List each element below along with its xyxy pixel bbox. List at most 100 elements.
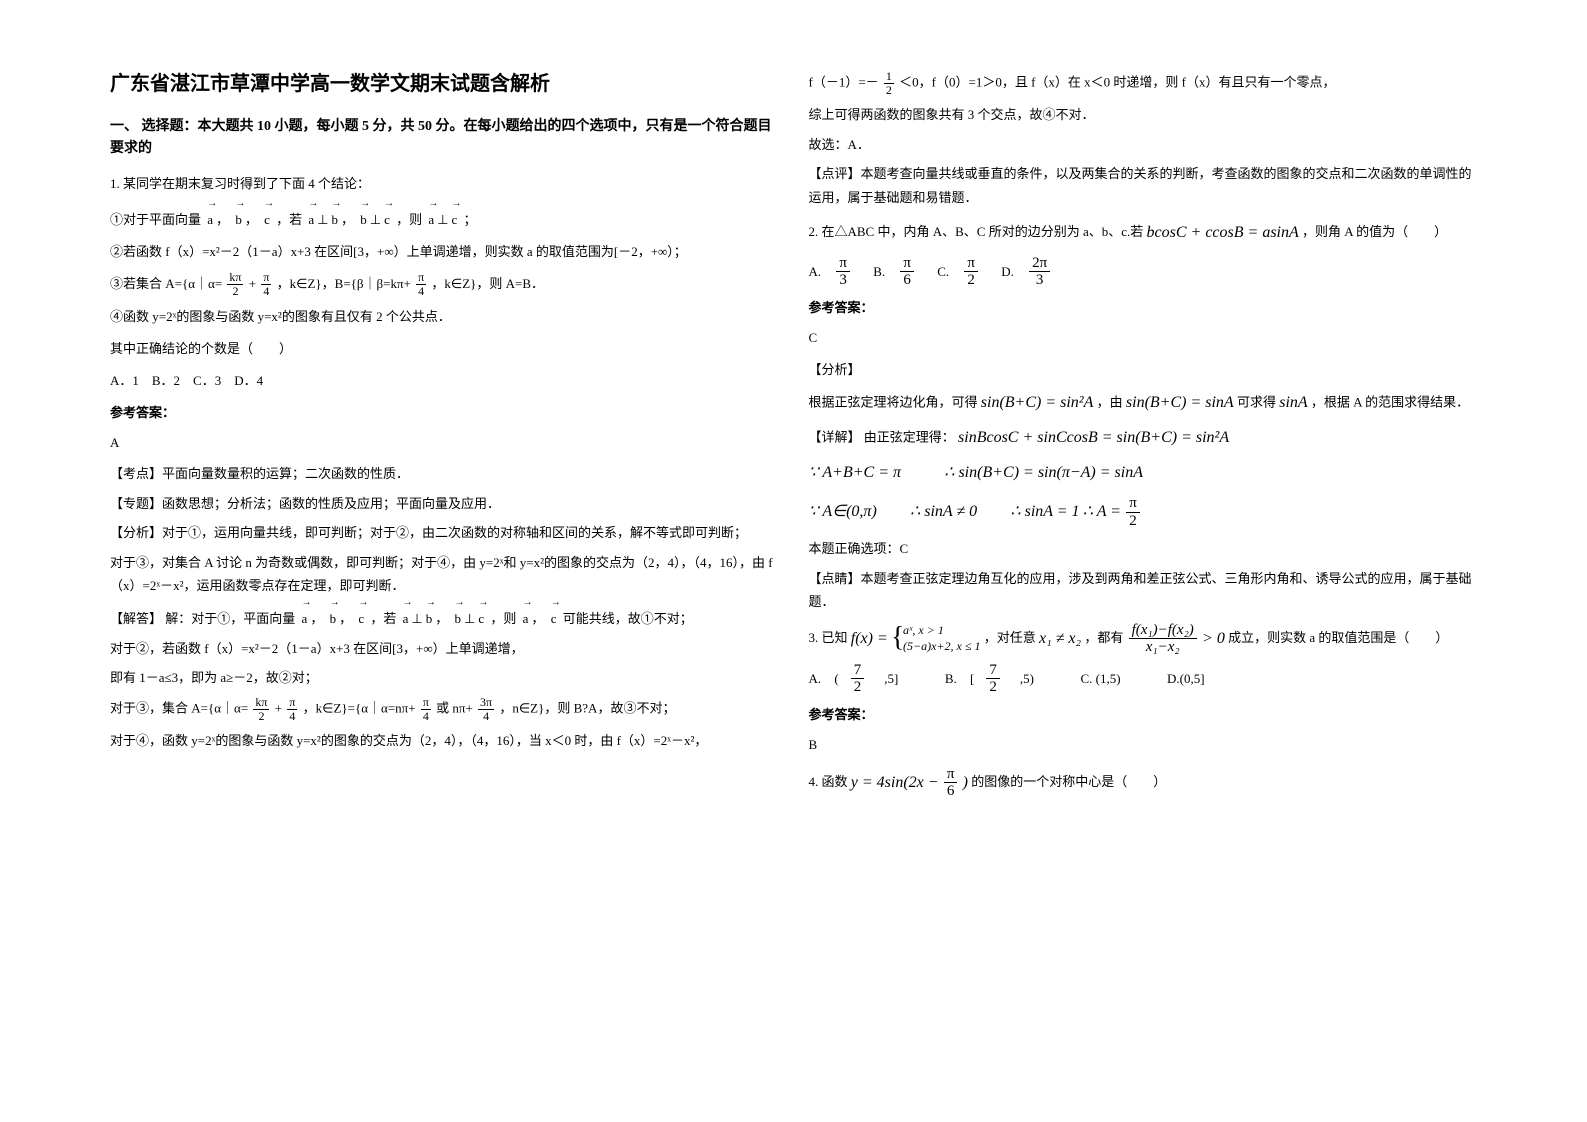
text: 本题考查向量共线或垂直的条件，以及两集合的关系的判断，考查函数的图象的交点和二次… xyxy=(809,166,1472,204)
neq: x₁ ≠ x₂ xyxy=(1039,623,1081,655)
fraction: π4 xyxy=(421,696,431,723)
option-d-label: D. xyxy=(1001,259,1014,285)
q2-xiangjie-3: ∵ A∈(0,π) ∴ sinA ≠ 0 ∴ sinA = 1 ∴ A = π2 xyxy=(809,495,1478,529)
option-b-value: π6 xyxy=(900,255,924,289)
equation: sinA xyxy=(1279,389,1307,418)
text: ，由 xyxy=(1097,394,1123,409)
text: ，k∈Z}={α｜α=nπ+ xyxy=(303,700,416,715)
numerator: π xyxy=(416,271,426,285)
vector-b: b xyxy=(426,603,433,630)
vector-c: c xyxy=(264,203,270,233)
denominator: 4 xyxy=(421,710,431,723)
q3-answer: B xyxy=(809,732,1478,758)
text: ，k∈Z}，B={β｜β=kπ+ xyxy=(277,276,411,291)
equation: bcosC + ccosB = asinA xyxy=(1147,217,1299,249)
q1-answer: A xyxy=(110,430,779,456)
option-c-value: π2 xyxy=(964,255,988,289)
equation: ∴ A = xyxy=(1083,498,1121,527)
denominator: 4 xyxy=(287,710,297,723)
numerator: 3π xyxy=(478,696,494,710)
option-a-frac: 72 xyxy=(851,662,875,696)
text: 4. 函数 xyxy=(809,773,848,788)
text: 2. 在△ABC 中，内角 A、B、C 所对的边分别为 a、b、c.若 xyxy=(809,224,1144,239)
q1-fenxi-2: 对于③，对集合 A 讨论 n 为奇数或偶数，即可判断；对于④，由 y=2ˣ和 y… xyxy=(110,551,779,598)
denominator: 2 xyxy=(253,710,269,723)
text: 可能共线，故①不对； xyxy=(563,611,693,626)
q2-xiangjie-2: ∵ A+B+C = π ∴ sin(B+C) = sin(π−A) = sinA xyxy=(809,459,1478,488)
q1-ask: 其中正确结论的个数是（ ） xyxy=(110,336,779,362)
q3-options: A. (72,5] B. [72,5) C. (1,5) D.(0,5] xyxy=(809,662,1478,696)
option-a-label: A. xyxy=(809,666,822,692)
denominator: 4 xyxy=(261,285,271,298)
q1-conclusion-1: ①对于平面向量 a， b， c ，若 a⊥b， b⊥c ，则 a⊥c ； xyxy=(110,203,779,233)
q1-dianping: 【点评】本题考查向量共线或垂直的条件，以及两集合的关系的判断，考查函数的图象的交… xyxy=(809,162,1478,209)
numerator: 7 xyxy=(986,662,1000,680)
option-a-open: ( xyxy=(834,666,838,692)
denominator: 3 xyxy=(1029,272,1050,289)
equation: ∵ A∈(0,π) xyxy=(809,498,877,527)
label: 【点评】 xyxy=(809,166,861,181)
gt-zero: > 0 xyxy=(1202,623,1225,655)
vector-b: b xyxy=(455,603,462,630)
q1-jieda-3: 即有 1－a≤3，即为 a≥－2，故②对； xyxy=(110,666,779,689)
section-header: 一、 选择题：本大题共 10 小题，每小题 5 分，共 50 分。在每小题给出的… xyxy=(110,116,779,161)
diff-quotient: f(x₁)−f(x₂)x₁−x₂ xyxy=(1129,622,1197,656)
vector-a: a xyxy=(308,203,314,233)
equation: ∵ A+B+C = π xyxy=(809,459,902,488)
numerator: π xyxy=(421,696,431,710)
text: ＜0，f（0）=1＞0，且 f（x）在 x＜0 时递增，则 f（x）有且只有一个… xyxy=(899,75,1335,90)
text: ，则 xyxy=(490,611,516,626)
q2-stem: 2. 在△ABC 中，内角 A、B、C 所对的边分别为 a、b、c.若 bcos… xyxy=(809,217,1478,249)
option-a-label: A. xyxy=(809,259,822,285)
text: 本题考查正弦定理边角互化的应用，涉及到两角和差正弦公式、三角形内角和、诱导公式的… xyxy=(809,571,1472,609)
fraction: 3π4 xyxy=(478,696,494,723)
vector-a: a xyxy=(523,603,529,630)
vector-a: a xyxy=(403,603,409,630)
denominator: 3 xyxy=(836,272,850,289)
equation: ∴ sin(B+C) = sin(π−A) = sinA xyxy=(944,459,1143,488)
denominator: 4 xyxy=(416,285,426,298)
equation: sin(B+C) = sin²A xyxy=(981,389,1094,418)
numerator: π xyxy=(261,271,271,285)
option-c-label: C. xyxy=(937,259,949,285)
vector-b: b xyxy=(331,203,338,233)
q1-options: A．1 B．2 C．3 D．4 xyxy=(110,368,779,394)
text: 函数思想；分析法；函数的性质及应用；平面向量及应用． xyxy=(162,496,500,511)
label: 【分析】 xyxy=(110,525,162,540)
text: 由正弦定理得： xyxy=(864,429,955,444)
denominator: 2 xyxy=(986,679,1000,696)
option-b-label: B. xyxy=(873,259,885,285)
denominator: 2 xyxy=(227,285,243,298)
label: 【点睛】 xyxy=(809,571,861,586)
label: 【考点】 xyxy=(110,466,162,481)
q2-answer: C xyxy=(809,325,1478,351)
vector-a: a xyxy=(428,203,434,233)
case-2: (5−a)x+2, x ≤ 1 xyxy=(903,639,980,655)
text: ，若 xyxy=(370,611,396,626)
option-c: C. (1,5) xyxy=(1080,666,1120,692)
denominator: 2 xyxy=(884,84,894,97)
text: 对于①，运用向量共线，即可判断；对于②，由二次函数的对称轴和区间的关系，解不等式… xyxy=(162,525,747,540)
fraction: π6 xyxy=(944,766,958,800)
equation-pre: y = 4sin(2x − xyxy=(851,767,939,799)
text: 可求得 xyxy=(1237,394,1276,409)
fraction: kπ2 xyxy=(227,271,243,298)
answer-label: 参考答案： xyxy=(809,295,1478,321)
text: 平面向量数量积的运算；二次函数的性质． xyxy=(162,466,409,481)
text: 或 nπ+ xyxy=(436,700,473,715)
q3-stem: 3. 已知 f(x) = aˣ, x > 1 (5−a)x+2, x ≤ 1 ，… xyxy=(809,622,1478,656)
denominator: 2 xyxy=(964,272,978,289)
vector-a: a xyxy=(207,203,213,233)
vector-b: b xyxy=(235,203,242,233)
option-a-value: π3 xyxy=(836,255,860,289)
case-1: aˣ, x > 1 xyxy=(903,623,980,639)
option-b-open: [ xyxy=(970,666,974,692)
numerator: π xyxy=(1126,495,1140,513)
text: 的图像的一个对称中心是（ ） xyxy=(971,773,1166,788)
q1-conclusion-2: ②若函数 f（x）=x²－2（1－a）x+3 在区间[3，+∞）上单调递增，则实… xyxy=(110,239,779,265)
q2-fenxi-label: 【分析】 xyxy=(809,357,1478,383)
fraction: kπ2 xyxy=(253,696,269,723)
equation: ∴ sinA ≠ 0 xyxy=(910,498,977,527)
plus: + xyxy=(249,276,256,291)
q1-jieda-1: 【解答】 解：对于①，平面向量 a， b， c ，若 a⊥b， b⊥c ，则 a… xyxy=(110,603,779,630)
